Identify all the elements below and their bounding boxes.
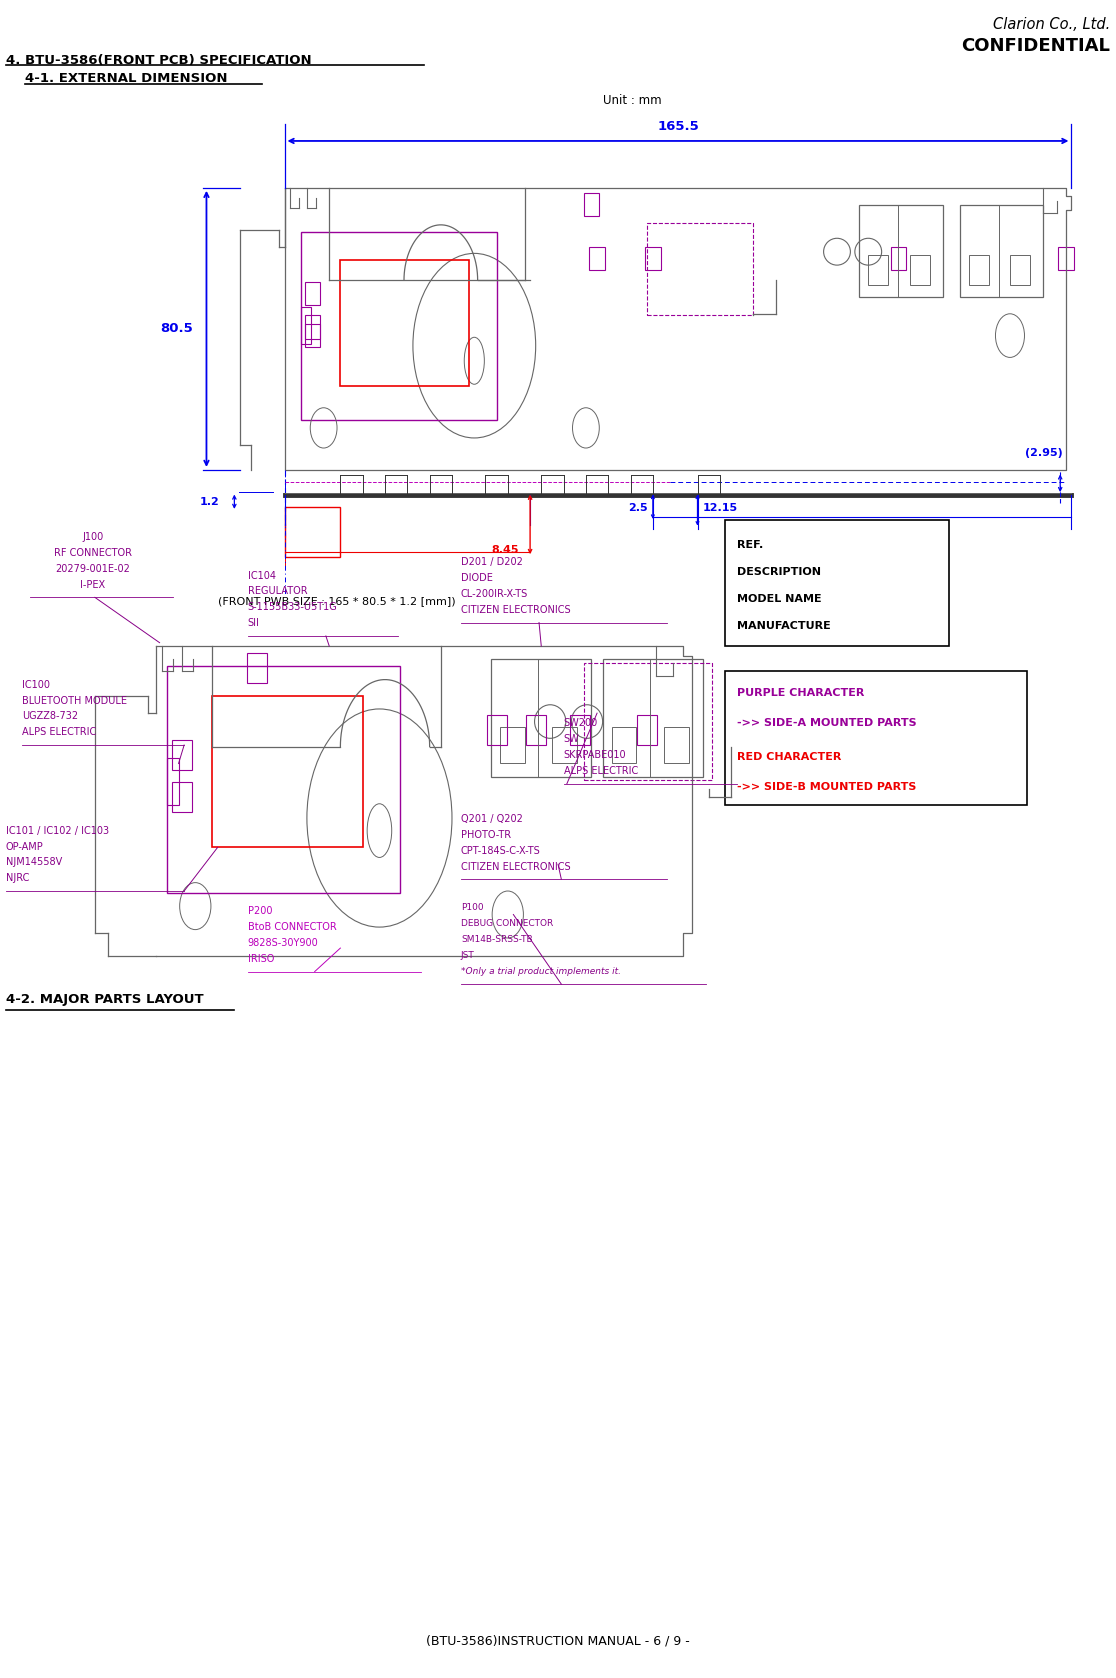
Bar: [589, 247, 605, 270]
Bar: [212, 696, 363, 847]
Text: SKRPABE010: SKRPABE010: [564, 750, 626, 760]
Text: (2.95): (2.95): [1024, 448, 1062, 458]
Text: IRISO: IRISO: [248, 953, 275, 963]
Text: REGULATOR: REGULATOR: [248, 586, 307, 596]
Text: CL-200IR-X-TS: CL-200IR-X-TS: [461, 589, 528, 599]
Bar: [167, 758, 179, 805]
Text: UGZZ8-732: UGZZ8-732: [22, 711, 78, 722]
Text: SII: SII: [248, 618, 260, 628]
Text: ->> SIDE-B MOUNTED PARTS: ->> SIDE-B MOUNTED PARTS: [737, 782, 916, 792]
Bar: [570, 715, 590, 745]
Bar: [637, 715, 657, 745]
Text: Clarion Co., Ltd.: Clarion Co., Ltd.: [993, 17, 1110, 32]
Text: I-PEX: I-PEX: [80, 579, 105, 589]
Text: RED CHARACTER: RED CHARACTER: [737, 752, 841, 762]
Bar: [487, 715, 507, 745]
Text: J100: J100: [81, 532, 104, 542]
Text: RF CONNECTOR: RF CONNECTOR: [54, 547, 132, 557]
Bar: [552, 727, 577, 763]
Bar: [868, 255, 888, 285]
Text: IC101 / IC102 / IC103: IC101 / IC102 / IC103: [6, 826, 108, 836]
Text: PHOTO-TR: PHOTO-TR: [461, 829, 511, 839]
Bar: [969, 255, 989, 285]
Bar: [1058, 247, 1074, 270]
Bar: [301, 307, 311, 344]
Text: IC104: IC104: [248, 571, 276, 581]
Text: ALPS ELECTRIC: ALPS ELECTRIC: [22, 728, 97, 737]
Bar: [891, 247, 906, 270]
Text: 80.5: 80.5: [161, 322, 193, 336]
Bar: [859, 205, 943, 297]
Text: OP-AMP: OP-AMP: [6, 842, 44, 851]
Text: CITIZEN ELECTRONICS: CITIZEN ELECTRONICS: [461, 862, 570, 871]
Text: P200: P200: [248, 906, 272, 916]
Bar: [725, 671, 1027, 805]
Text: Unit : mm: Unit : mm: [603, 94, 662, 107]
Bar: [167, 666, 400, 893]
Text: ->> SIDE-A MOUNTED PARTS: ->> SIDE-A MOUNTED PARTS: [737, 718, 916, 728]
Text: DIODE: DIODE: [461, 572, 493, 582]
Bar: [1010, 255, 1030, 285]
Bar: [172, 782, 192, 812]
Text: (BTU-3586)INSTRUCTION MANUAL - 6 / 9 -: (BTU-3586)INSTRUCTION MANUAL - 6 / 9 -: [426, 1634, 690, 1648]
Text: 8.45: 8.45: [491, 545, 519, 555]
Text: 1.2: 1.2: [200, 497, 220, 507]
Text: DESCRIPTION: DESCRIPTION: [737, 567, 820, 577]
Bar: [612, 727, 636, 763]
Bar: [910, 255, 930, 285]
Text: NJRC: NJRC: [6, 873, 29, 883]
Text: 2.5: 2.5: [627, 503, 647, 513]
Text: MODEL NAME: MODEL NAME: [737, 594, 821, 604]
Text: Q201 / Q202: Q201 / Q202: [461, 814, 522, 824]
Text: BLUETOOTH MODULE: BLUETOOTH MODULE: [22, 695, 127, 705]
Text: REF.: REF.: [737, 540, 763, 550]
Text: JST: JST: [461, 950, 474, 960]
Text: 4-2. MAJOR PARTS LAYOUT: 4-2. MAJOR PARTS LAYOUT: [6, 993, 203, 1007]
Text: PURPLE CHARACTER: PURPLE CHARACTER: [737, 688, 864, 698]
Text: DEBUG CONNECTOR: DEBUG CONNECTOR: [461, 920, 554, 928]
Bar: [491, 659, 591, 777]
Bar: [645, 247, 661, 270]
Text: 20279-001E-02: 20279-001E-02: [55, 564, 131, 574]
Text: S-1155B33-U5T1G: S-1155B33-U5T1G: [248, 602, 337, 612]
Text: CONFIDENTIAL: CONFIDENTIAL: [962, 37, 1110, 55]
Text: CITIZEN ELECTRONICS: CITIZEN ELECTRONICS: [461, 604, 570, 614]
Bar: [340, 260, 469, 386]
Text: (FRONT PWB SIZE : 165 * 80.5 * 1.2 [mm]): (FRONT PWB SIZE : 165 * 80.5 * 1.2 [mm]): [218, 596, 455, 606]
Bar: [172, 740, 192, 770]
Bar: [247, 653, 267, 683]
Bar: [725, 520, 949, 646]
Text: SW200: SW200: [564, 718, 598, 728]
Bar: [305, 315, 320, 339]
Text: 4. BTU-3586(FRONT PCB) SPECIFICATION: 4. BTU-3586(FRONT PCB) SPECIFICATION: [6, 54, 311, 67]
Text: 4-1. EXTERNAL DIMENSION: 4-1. EXTERNAL DIMENSION: [25, 72, 227, 86]
Text: SM14B-SRSS-TB: SM14B-SRSS-TB: [461, 935, 532, 943]
Text: 12.15: 12.15: [703, 503, 738, 513]
Bar: [647, 223, 753, 315]
Bar: [500, 727, 525, 763]
Bar: [584, 193, 599, 216]
Bar: [285, 507, 340, 557]
Bar: [960, 205, 1043, 297]
Text: ALPS ELECTRIC: ALPS ELECTRIC: [564, 765, 638, 775]
Bar: [301, 232, 497, 420]
Bar: [526, 715, 546, 745]
Bar: [603, 659, 703, 777]
Bar: [584, 663, 712, 780]
Text: IC100: IC100: [22, 680, 50, 690]
Text: NJM14558V: NJM14558V: [6, 857, 61, 868]
Text: P100: P100: [461, 903, 483, 911]
Text: *Only a trial product implements it.: *Only a trial product implements it.: [461, 967, 620, 975]
Bar: [664, 727, 689, 763]
Text: MANUFACTURE: MANUFACTURE: [737, 621, 830, 631]
Text: CPT-184S-C-X-TS: CPT-184S-C-X-TS: [461, 846, 540, 856]
Text: BtoB CONNECTOR: BtoB CONNECTOR: [248, 923, 337, 931]
Bar: [305, 282, 320, 305]
Bar: [305, 324, 320, 347]
Text: 9828S-30Y900: 9828S-30Y900: [248, 938, 318, 948]
Text: 165.5: 165.5: [657, 119, 699, 133]
Text: D201 / D202: D201 / D202: [461, 557, 522, 567]
Text: SW: SW: [564, 735, 579, 743]
